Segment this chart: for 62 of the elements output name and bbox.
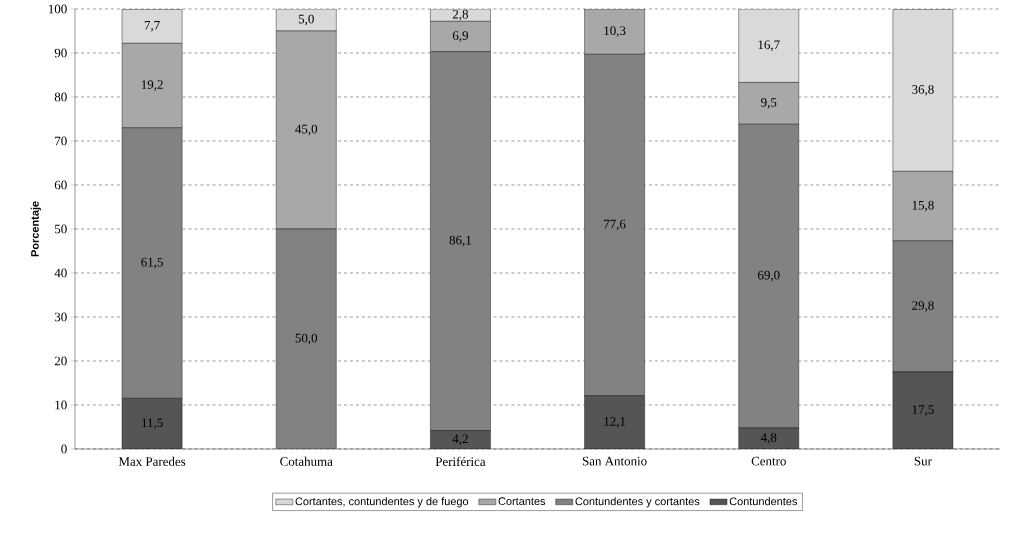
data-label: 36,8 xyxy=(912,85,934,96)
y-tick-label: 40 xyxy=(54,268,67,278)
x-tick-label: San Antonio xyxy=(582,456,647,466)
bar xyxy=(738,8,800,83)
bar xyxy=(121,43,183,128)
y-tick-label: 80 xyxy=(54,92,67,102)
bar xyxy=(738,124,800,429)
x-tick-label: Sur xyxy=(914,456,932,466)
y-tick-label: 30 xyxy=(54,312,67,322)
y-tick-label: 70 xyxy=(55,136,67,146)
legend-label: Contundentes xyxy=(729,497,798,506)
data-label: 15,8 xyxy=(912,200,934,212)
data-label: 77,6 xyxy=(604,219,626,231)
bar xyxy=(892,9,954,172)
data-label: 4,2 xyxy=(452,434,468,446)
x-tick-label: Cotahuma xyxy=(280,456,333,466)
y-tick-label: 90 xyxy=(54,48,67,58)
data-label: 9,5 xyxy=(761,98,777,109)
data-label: 45,0 xyxy=(295,124,318,136)
legend-label: Contundentes y cortantes xyxy=(575,497,700,508)
x-tick-label: Max Paredes xyxy=(118,456,186,466)
bar xyxy=(892,371,954,449)
bar xyxy=(121,127,183,399)
data-label: 12,1 xyxy=(604,417,626,428)
data-label: 4,8 xyxy=(760,433,777,444)
data-label: 50,0 xyxy=(295,333,318,345)
data-label: 10,3 xyxy=(604,26,626,37)
bar xyxy=(584,8,645,55)
data-label: 29,8 xyxy=(912,301,934,312)
x-tick-label: Periférica xyxy=(435,456,486,466)
y-tick-label: 0 xyxy=(61,444,67,454)
data-label: 6,9 xyxy=(452,31,468,42)
data-label: 2,8 xyxy=(452,9,469,21)
data-label: 16,7 xyxy=(758,40,780,52)
y-tick-label: 50 xyxy=(55,224,67,234)
y-axis-title: Porcentaje xyxy=(30,201,41,257)
y-tick-label: 60 xyxy=(54,180,67,190)
bar xyxy=(430,51,491,431)
data-label: 5,0 xyxy=(298,14,314,26)
bar xyxy=(584,395,645,449)
bar xyxy=(122,398,183,449)
data-label: 11,5 xyxy=(142,418,163,429)
y-tick-label: 100 xyxy=(48,4,67,14)
data-label: 61,5 xyxy=(141,257,163,269)
legend-label: Cortantes, contundentes y de fuego xyxy=(295,497,469,508)
bar xyxy=(584,54,645,396)
bar xyxy=(121,9,183,44)
data-label: 7,7 xyxy=(144,21,160,32)
legend-label: Cortantes xyxy=(498,497,546,506)
bar xyxy=(892,171,954,242)
bar xyxy=(430,21,491,52)
y-tick-label: 20 xyxy=(54,356,67,366)
bar xyxy=(276,228,337,449)
data-label: 17,5 xyxy=(912,405,934,416)
bar xyxy=(276,30,337,230)
bar xyxy=(738,82,800,125)
y-tick-label: 10 xyxy=(55,400,67,410)
data-label: 86,1 xyxy=(449,235,471,247)
bar xyxy=(892,240,954,373)
data-label: 19,2 xyxy=(141,80,163,91)
x-tick-label: Centro xyxy=(751,456,786,466)
data-label: 69,0 xyxy=(757,270,780,282)
